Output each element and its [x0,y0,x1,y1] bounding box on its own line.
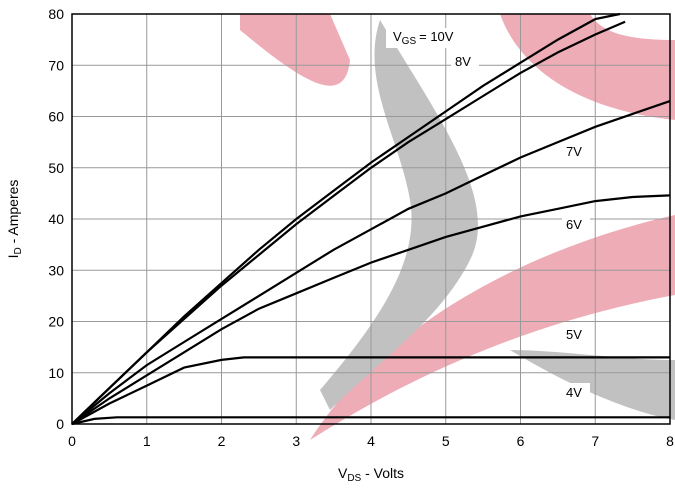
curve-label: 7V [566,144,582,159]
y-tick-label: 20 [48,314,64,330]
y-axis-label: ID - Amperes [5,180,24,259]
y-tick-label: 30 [48,262,64,278]
prefix-main: V [393,29,402,44]
label-bg [386,28,462,48]
y-tick-label: 10 [48,365,64,381]
curve-label: 5V [566,327,582,342]
x-label-rest: - Volts [361,465,404,481]
x-tick-label: 5 [442,433,450,449]
x-label-sub: DS [347,473,361,484]
label-bg [562,215,590,234]
x-axis-label: VDS - Volts [338,465,404,484]
x-tick-label: 4 [367,433,375,449]
label-bg [451,52,479,71]
y-tick-label: 80 [48,6,64,22]
label-bg [562,142,590,161]
curve-label: 4V [566,385,582,400]
x-tick-label: 2 [218,433,226,449]
x-tick-label: 0 [68,433,76,449]
label-bg [562,383,590,402]
y-tick-label: 70 [48,57,64,73]
prefix-sub: GS [402,36,417,47]
curve-label: 8V [455,54,471,69]
label-bg [562,325,590,344]
curve-prefix: VGS = 10V [393,29,454,47]
x-tick-label: 7 [591,433,599,449]
curve [71,100,671,425]
y-label-rest: - Amperes [5,180,21,248]
x-tick-label: 6 [517,433,525,449]
y-label-sub: D [13,247,24,254]
x-tick-label: 8 [666,433,674,449]
curve-label: 6V [566,217,582,232]
y-tick-label: 0 [56,416,64,432]
curve [71,356,670,425]
curve [71,194,671,425]
curve-label: = 10V [419,29,454,44]
x-tick-label: 3 [292,433,300,449]
y-tick-label: 40 [48,211,64,227]
y-tick-label: 50 [48,160,64,176]
y-label-main: I [5,255,21,259]
watermark [240,14,675,440]
y-tick-label: 60 [48,109,64,125]
x-tick-label: 1 [143,433,151,449]
x-label-main: V [338,465,348,481]
curve [71,416,670,426]
curve [71,20,626,425]
curves [71,12,671,426]
plot-frame [71,13,671,425]
